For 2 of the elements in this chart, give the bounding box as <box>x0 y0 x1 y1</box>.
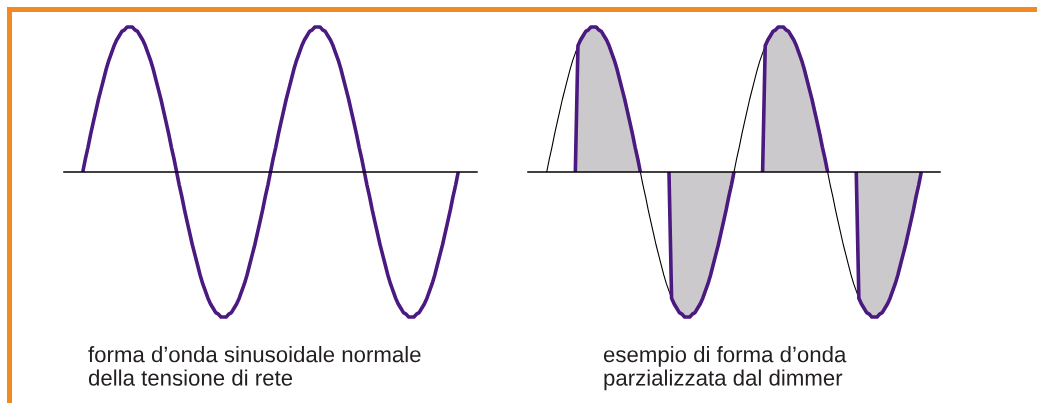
text: forma d’onda sinusoidale normale della tensione di rete <box>88 346 421 386</box>
text: esempio di forma d’onda parzializzata dal dimmer <box>603 346 847 391</box>
